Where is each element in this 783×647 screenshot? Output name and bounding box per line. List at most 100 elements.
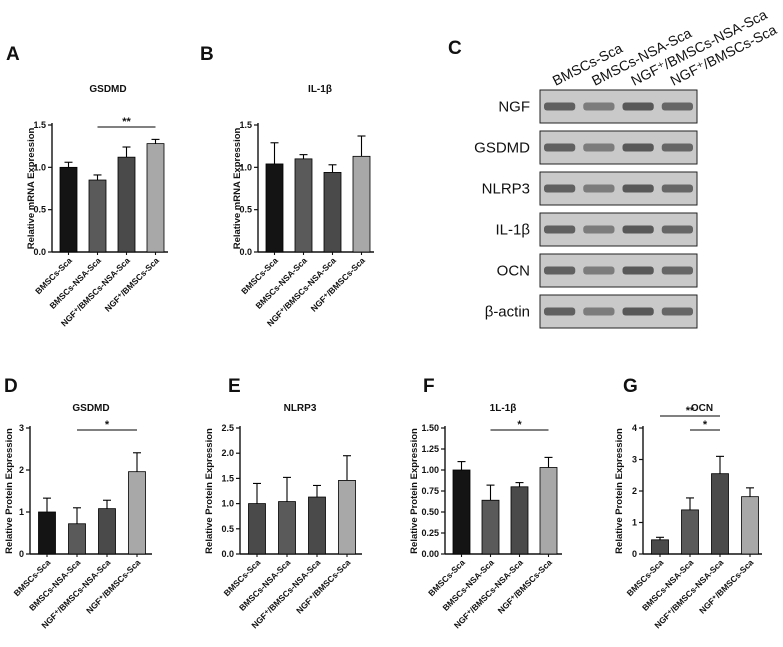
bar bbox=[146, 143, 165, 253]
y-tick-label: 2 bbox=[632, 486, 637, 496]
y-tick-label: 3 bbox=[19, 423, 24, 433]
y-tick-label: 2.5 bbox=[221, 423, 234, 433]
significance-marker: * bbox=[703, 419, 708, 431]
y-axis-label: Relative mRNA Expression bbox=[26, 128, 37, 250]
blot-band bbox=[583, 266, 615, 275]
blot-band bbox=[661, 307, 693, 316]
y-tick-label: 1.00 bbox=[421, 465, 439, 475]
chart-e-nlrp3-protein: NLRP3 Relative Protein Expression 0.0 0.5 1.… bbox=[204, 403, 362, 630]
bar bbox=[68, 523, 86, 555]
blot-band bbox=[622, 225, 654, 234]
y-tick-label: 1.0 bbox=[221, 499, 234, 509]
blot-band bbox=[661, 184, 693, 193]
y-tick-label: 0.0 bbox=[221, 549, 234, 559]
x-category-label: BMSCs-NSA-Sca bbox=[253, 255, 309, 311]
bar bbox=[128, 471, 146, 555]
x-category-label: NGF⁺/BMSCs-Sca bbox=[496, 557, 555, 616]
blot-band bbox=[583, 102, 615, 111]
chart-title: GSDMD bbox=[72, 403, 109, 414]
blot-band bbox=[544, 102, 576, 111]
chart-g-ocn-protein: OCN Relative Protein Expression 0 1 2 3 4 BMSCs… bbox=[614, 403, 762, 630]
y-axis-label: Relative Protein Expression bbox=[204, 428, 215, 554]
panel-label-g: G bbox=[623, 376, 638, 397]
blot-band bbox=[622, 143, 654, 152]
x-category-label: NGF⁺/BMSCs-Sca bbox=[697, 557, 756, 616]
chart-title: GSDMD bbox=[89, 84, 126, 95]
y-tick-label: 1.0 bbox=[33, 162, 46, 172]
y-axis-label: Relative Protein Expression bbox=[409, 428, 420, 554]
x-category-label: BMSCs-NSA-Sca bbox=[640, 557, 696, 613]
y-tick-label: 1.5 bbox=[33, 120, 46, 130]
y-tick-label: 1.0 bbox=[239, 162, 252, 172]
x-category-label: BMSCs-NSA-Sca bbox=[440, 557, 496, 613]
blot-band bbox=[622, 307, 654, 316]
y-tick-label: 1.25 bbox=[421, 444, 439, 454]
y-tick-label: 0.0 bbox=[239, 247, 252, 257]
bar bbox=[248, 503, 266, 555]
blot-band bbox=[661, 143, 693, 152]
y-tick-label: 1 bbox=[632, 518, 637, 528]
blot-row-label: NGF bbox=[498, 99, 530, 116]
x-category-label: BMSCs-NSA-Sca bbox=[27, 557, 83, 613]
x-category-label: NGF⁺/BMSCs-Sca bbox=[84, 557, 143, 616]
significance-marker: ** bbox=[686, 405, 695, 417]
blot-band bbox=[544, 266, 576, 275]
y-tick-label: 4 bbox=[632, 423, 637, 433]
blot-row-label: IL-1β bbox=[496, 222, 531, 239]
y-tick-label: 1.5 bbox=[239, 120, 252, 130]
y-tick-label: 0.75 bbox=[421, 486, 439, 496]
blot-row-label: GSDMD bbox=[474, 140, 530, 157]
blot-band bbox=[544, 225, 576, 234]
y-tick-label: 0 bbox=[632, 549, 637, 559]
y-tick-label: 0.5 bbox=[33, 205, 46, 215]
bar bbox=[510, 486, 529, 555]
chart-title: 1L-1β bbox=[490, 403, 517, 414]
chart-d-gsdmd-protein: GSDMD Relative Protein Expression 0 1 2 3 BMSC… bbox=[4, 403, 152, 630]
x-category-label: NGF⁺/BMSCs-Sca bbox=[309, 255, 368, 314]
bar bbox=[59, 166, 78, 253]
bar bbox=[117, 156, 136, 253]
bar bbox=[681, 509, 699, 555]
y-axis-label: Relative Protein Expression bbox=[614, 428, 625, 554]
y-tick-label: 2.0 bbox=[221, 448, 234, 458]
bar bbox=[651, 539, 669, 555]
y-tick-label: 1 bbox=[19, 507, 24, 517]
y-axis-label: Relative mRNA Expression bbox=[232, 128, 243, 250]
bar bbox=[308, 496, 326, 555]
y-tick-label: 0.0 bbox=[33, 247, 46, 257]
blot-band bbox=[622, 102, 654, 111]
bar bbox=[265, 163, 284, 253]
blot-band bbox=[544, 184, 576, 193]
y-tick-label: 0.5 bbox=[221, 524, 234, 534]
panel-label-d: D bbox=[4, 376, 18, 397]
blot-band bbox=[661, 102, 693, 111]
bar bbox=[323, 172, 342, 253]
panel-label-a: A bbox=[6, 44, 20, 65]
y-tick-label: 0.50 bbox=[421, 507, 439, 517]
bar bbox=[88, 179, 107, 253]
bar bbox=[38, 511, 56, 555]
blot-band bbox=[622, 266, 654, 275]
blot-band bbox=[583, 184, 615, 193]
blot-band bbox=[544, 307, 576, 316]
bar bbox=[278, 501, 296, 555]
bar bbox=[98, 508, 116, 555]
bar bbox=[338, 480, 356, 555]
blot-band bbox=[583, 225, 615, 234]
y-tick-label: 0.5 bbox=[239, 205, 252, 215]
blot-band bbox=[622, 184, 654, 193]
significance-marker: * bbox=[105, 419, 110, 431]
x-category-label: NGF⁺/BMSCs-Sca bbox=[294, 557, 353, 616]
bar bbox=[352, 155, 371, 253]
x-category-label: NGF⁺/BMSCs-Sca bbox=[103, 255, 162, 314]
x-category-label: BMSCs-NSA-Sca bbox=[237, 557, 293, 613]
blot-band bbox=[661, 266, 693, 275]
y-tick-label: 3 bbox=[632, 455, 637, 465]
bar bbox=[481, 499, 500, 555]
chart-title: OCN bbox=[691, 403, 713, 414]
y-tick-label: 1.5 bbox=[221, 473, 234, 483]
y-tick-label: 0 bbox=[19, 549, 24, 559]
panel-label-b: B bbox=[200, 44, 214, 65]
